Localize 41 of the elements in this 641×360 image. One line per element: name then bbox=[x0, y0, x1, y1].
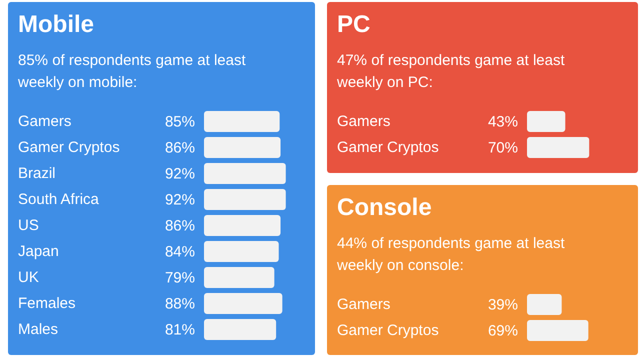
bar bbox=[204, 215, 281, 236]
bar bbox=[204, 163, 286, 184]
y-tick-label: Gamer Cryptos bbox=[18, 139, 120, 156]
data-label: 43% bbox=[488, 114, 518, 130]
bar bbox=[204, 267, 274, 288]
bar bbox=[204, 189, 286, 210]
y-tick-label: South Africa bbox=[18, 191, 100, 208]
y-tick-label: Japan bbox=[18, 243, 59, 260]
y-tick-label: Gamer Cryptos bbox=[337, 139, 439, 156]
data-label: 81% bbox=[164, 322, 195, 338]
y-tick-label: Gamer Cryptos bbox=[337, 322, 439, 339]
data-label: 84% bbox=[164, 244, 195, 260]
bar bbox=[204, 293, 282, 314]
data-label: 86% bbox=[164, 218, 195, 234]
y-tick-label: Gamers bbox=[337, 296, 390, 313]
data-label: 85% bbox=[164, 114, 195, 130]
chart-title: Console bbox=[337, 193, 432, 223]
data-label: 86% bbox=[164, 140, 195, 156]
data-label: 88% bbox=[164, 296, 195, 312]
bar bbox=[204, 111, 280, 132]
data-label: 39% bbox=[488, 296, 518, 314]
data-label: 70% bbox=[488, 140, 518, 156]
chart-subtitle: 85% of respondents game at least weekly on mobile: bbox=[18, 51, 247, 93]
y-tick-label: Gamers bbox=[18, 113, 72, 130]
y-tick-label: Males bbox=[18, 321, 58, 338]
y-tick-label: Gamers bbox=[337, 113, 390, 130]
y-tick-label: UK bbox=[18, 269, 39, 286]
bar bbox=[204, 137, 281, 158]
chart-subtitle: 47% of respondents game at least weekly on PC: bbox=[337, 51, 566, 93]
chart-title: PC bbox=[337, 10, 370, 40]
chart-title: Mobile bbox=[18, 10, 94, 40]
bar bbox=[204, 319, 276, 340]
data-label: 92% bbox=[164, 192, 195, 208]
data-label: 79% bbox=[164, 270, 195, 286]
data-label: 92% bbox=[164, 166, 195, 182]
chart-subtitle: 44% of respondents game at least weekly on console: bbox=[337, 234, 566, 276]
bar bbox=[204, 241, 279, 262]
y-tick-label: Brazil bbox=[18, 165, 56, 182]
y-tick-label: US bbox=[18, 217, 39, 234]
y-tick-label: Females bbox=[18, 295, 76, 312]
data-label: 69% bbox=[488, 322, 518, 340]
